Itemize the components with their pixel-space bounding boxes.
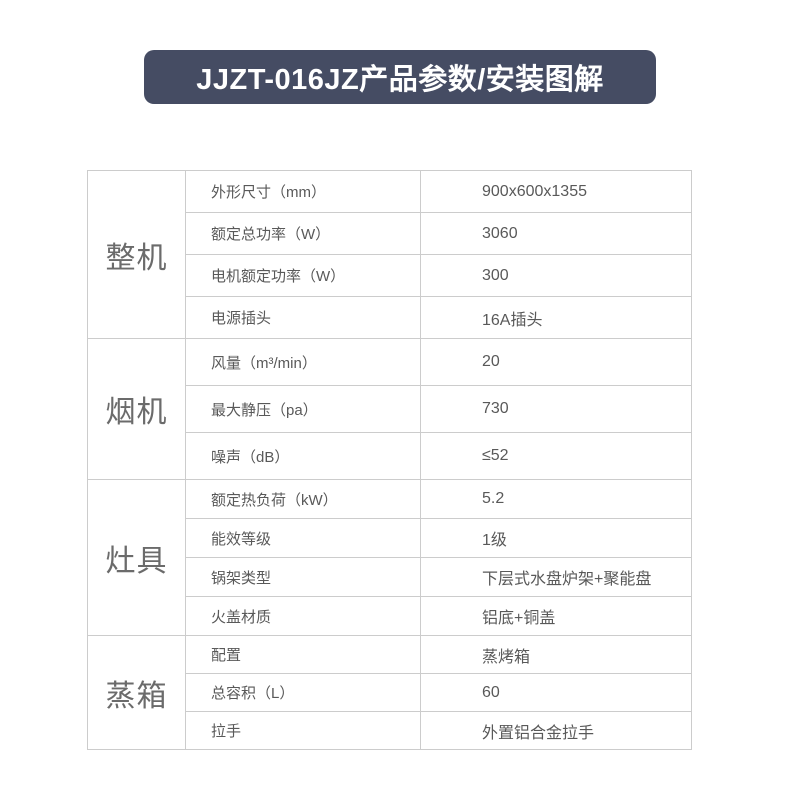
spec-value: 730	[482, 400, 509, 417]
spec-label: 配置	[186, 636, 421, 673]
spec-label: 总容积（L）	[186, 674, 421, 711]
spec-value: 16A插头	[482, 311, 543, 329]
group-label: 烟机	[88, 339, 186, 479]
spec-label: 拉手	[186, 712, 421, 749]
page-title: JJZT-016JZ产品参数/安装图解	[196, 64, 604, 96]
spec-value: 下层式水盘炉架+聚能盘	[482, 571, 652, 588]
table-row: 最大静压（pa） 730	[186, 385, 691, 432]
group-label: 整机	[88, 171, 186, 338]
spec-value: 5.2	[482, 490, 505, 507]
table-row: 风量（m³/min） 20	[186, 339, 691, 385]
spec-value: 铝底+铜盖	[482, 610, 556, 627]
spec-label: 额定热负荷（kW）	[186, 480, 421, 518]
table-row: 火盖材质 铝底+铜盖	[186, 596, 691, 635]
spec-label: 火盖材质	[186, 597, 421, 635]
table-row: 锅架类型 下层式水盘炉架+聚能盘	[186, 557, 691, 596]
spec-label: 电机额定功率（W）	[186, 255, 421, 296]
spec-value: 蒸烤箱	[482, 648, 531, 666]
group-label: 灶具	[88, 480, 186, 635]
table-row: 额定总功率（W） 3060	[186, 212, 691, 254]
table-row: 能效等级 1级	[186, 518, 691, 557]
spec-label: 电源插头	[186, 297, 421, 338]
spec-group-steam-oven: 蒸箱 配置 蒸烤箱 总容积（L） 60 拉手 外置铝合金拉手	[88, 635, 691, 749]
spec-label: 最大静压（pa）	[186, 386, 421, 432]
group-label: 蒸箱	[88, 636, 186, 749]
spec-label: 锅架类型	[186, 558, 421, 596]
table-row: 电源插头 16A插头	[186, 296, 691, 338]
table-row: 额定热负荷（kW） 5.2	[186, 480, 691, 518]
spec-group-whole-machine: 整机 外形尺寸（mm） 900x600x1355 额定总功率（W） 3060 电…	[88, 171, 691, 338]
spec-group-stove: 灶具 额定热负荷（kW） 5.2 能效等级 1级 锅架类型 下层式水盘炉架+聚能…	[88, 479, 691, 635]
spec-label: 外形尺寸（mm）	[186, 171, 421, 212]
spec-value: 300	[482, 266, 509, 284]
table-row: 外形尺寸（mm） 900x600x1355	[186, 171, 691, 212]
spec-value: 3060	[482, 224, 518, 242]
spec-value: 900x600x1355	[482, 182, 587, 200]
table-row: 噪声（dB） ≤52	[186, 432, 691, 479]
product-spec-table: 整机 外形尺寸（mm） 900x600x1355 额定总功率（W） 3060 电…	[87, 170, 692, 750]
table-row: 配置 蒸烤箱	[186, 636, 691, 673]
table-row: 总容积（L） 60	[186, 673, 691, 711]
spec-value: 1级	[482, 532, 507, 549]
spec-value: ≤52	[482, 447, 509, 464]
spec-value: 60	[482, 683, 500, 701]
title-banner: JJZT-016JZ产品参数/安装图解	[144, 50, 656, 104]
table-row: 拉手 外置铝合金拉手	[186, 711, 691, 749]
spec-label: 噪声（dB）	[186, 433, 421, 479]
spec-value: 外置铝合金拉手	[482, 724, 595, 742]
table-row: 电机额定功率（W） 300	[186, 254, 691, 296]
spec-label: 额定总功率（W）	[186, 213, 421, 254]
spec-value: 20	[482, 353, 500, 370]
spec-label: 能效等级	[186, 519, 421, 557]
spec-label: 风量（m³/min）	[186, 339, 421, 385]
spec-group-hood: 烟机 风量（m³/min） 20 最大静压（pa） 730 噪声（dB） ≤52	[88, 338, 691, 479]
